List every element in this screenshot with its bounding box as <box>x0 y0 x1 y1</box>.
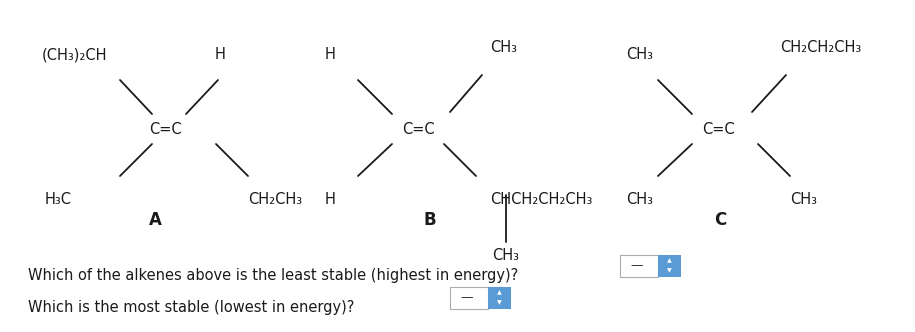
Text: CH₃: CH₃ <box>790 192 817 207</box>
Text: ▲: ▲ <box>497 290 502 296</box>
Text: CH₃: CH₃ <box>492 248 520 263</box>
Text: H₃C: H₃C <box>45 192 72 207</box>
Text: B: B <box>424 211 436 229</box>
Bar <box>620 255 658 277</box>
Text: CHCH₂CH₂CH₃: CHCH₂CH₂CH₃ <box>490 192 592 207</box>
Text: CH₂CH₂CH₃: CH₂CH₂CH₃ <box>780 40 861 55</box>
Text: ▼: ▼ <box>497 300 502 305</box>
Text: —: — <box>461 291 473 304</box>
Text: CH₃: CH₃ <box>627 47 653 62</box>
Text: CH₃: CH₃ <box>627 192 653 207</box>
Text: —: — <box>630 260 643 273</box>
Text: A: A <box>148 211 161 229</box>
Text: ▼: ▼ <box>667 268 672 273</box>
Text: C=C: C=C <box>402 123 435 137</box>
Text: H: H <box>214 47 225 62</box>
Text: H: H <box>325 192 336 207</box>
Text: C: C <box>714 211 727 229</box>
Bar <box>658 255 681 277</box>
Text: CH₂CH₃: CH₂CH₃ <box>248 192 302 207</box>
Text: H: H <box>325 47 336 62</box>
Text: Which of the alkenes above is the least stable (highest in energy)?: Which of the alkenes above is the least … <box>28 268 518 283</box>
Text: ▲: ▲ <box>667 259 672 264</box>
Text: (CH₃)₂CH: (CH₃)₂CH <box>42 47 107 62</box>
Bar <box>450 287 488 309</box>
Text: C=C: C=C <box>702 123 735 137</box>
Text: C=C: C=C <box>148 123 181 137</box>
Text: Which is the most stable (lowest in energy)?: Which is the most stable (lowest in ener… <box>28 300 354 315</box>
Text: CH₃: CH₃ <box>490 40 517 55</box>
Bar <box>488 287 511 309</box>
